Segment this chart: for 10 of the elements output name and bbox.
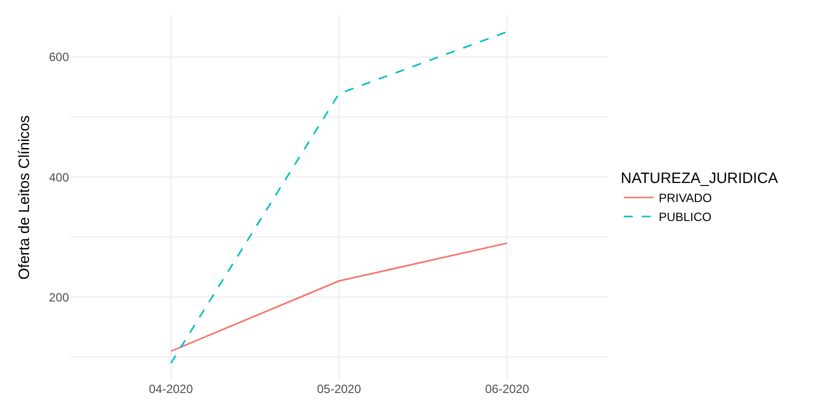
x-tick-label: 06-2020 — [485, 382, 530, 396]
legend-title: NATUREZA_JURIDICA — [620, 170, 778, 187]
legend-label: PUBLICO — [658, 210, 712, 224]
y-tick-label: 400 — [48, 170, 70, 184]
y-tick-label: 200 — [48, 290, 70, 304]
y-tick-label: 600 — [48, 50, 70, 64]
legend-label: PRIVADO — [658, 191, 712, 206]
y-axis-title: Oferta de Leitos Clínicos — [16, 115, 34, 280]
x-tick-label: 04-2020 — [148, 382, 194, 396]
x-tick-label: 05-2020 — [316, 382, 362, 396]
